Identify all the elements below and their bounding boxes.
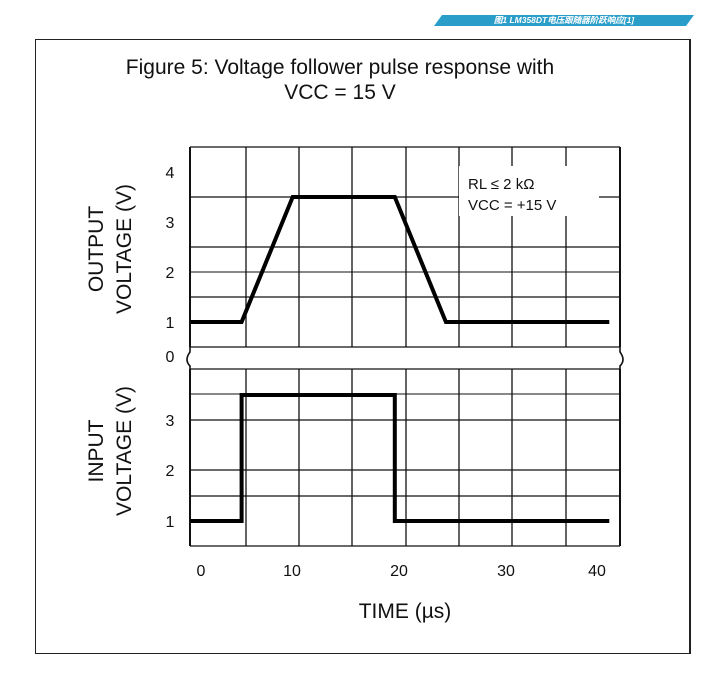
figure-caption-tag: 图1 LM358DT电压跟随器阶跃响应[1] <box>434 15 694 26</box>
y-axis-label: OUTPUT <box>85 206 108 293</box>
annotation-text: VCC = +15 V <box>468 197 556 214</box>
figure-frame-right-edge <box>689 39 691 654</box>
y-tick-label-break: 0 <box>166 349 175 366</box>
figure-frame <box>35 39 691 654</box>
y-tick-label: 3 <box>166 413 175 430</box>
x-tick-label: 30 <box>497 563 515 580</box>
x-tick-label: 0 <box>197 563 206 580</box>
y-tick-label: 1 <box>166 514 175 531</box>
x-axis-label: TIME (µs) <box>359 600 452 623</box>
y-axis-label: VOLTAGE (V) <box>113 386 136 516</box>
y-tick-label: 2 <box>166 265 175 282</box>
y-axis-label: VOLTAGE (V) <box>113 184 136 314</box>
axis-break-mark <box>186 347 191 369</box>
output-voltage-series-line <box>190 195 610 324</box>
chart-title: Figure 5: Voltage follower pulse respons… <box>125 56 555 104</box>
annotation-text: RL ≤ 2 kΩ <box>468 176 534 193</box>
input-voltage-series-line <box>190 393 610 523</box>
y-axis-label: INPUT <box>85 419 108 482</box>
y-tick-label: 1 <box>166 315 175 332</box>
x-tick-label: 10 <box>283 563 301 580</box>
x-tick-label: 20 <box>390 563 408 580</box>
axis-break-mark <box>619 347 624 369</box>
x-tick-label: 40 <box>588 563 606 580</box>
y-tick-label: 2 <box>166 463 175 480</box>
y-tick-label: 3 <box>166 215 175 232</box>
y-tick-label: 4 <box>166 165 175 182</box>
annotation-box <box>459 166 599 216</box>
